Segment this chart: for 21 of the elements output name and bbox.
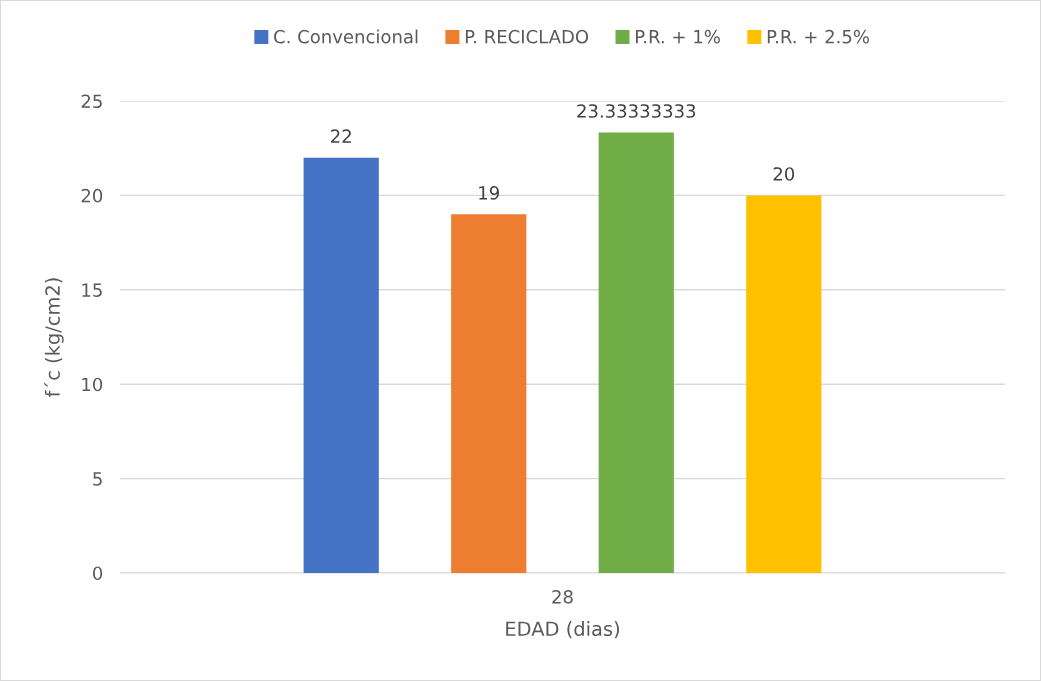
data-label: 20 [773,167,795,181]
y-tick-label: 20 [81,188,103,203]
data-label: 19 [479,186,499,200]
legend-label: C. Convencional [274,29,418,44]
y-axis-title: f´c (kg/cm2) [44,278,64,397]
x-tick-label: 28 [552,589,573,604]
data-label: 23.33333333 [577,104,696,118]
bar [451,214,527,573]
bar [598,132,674,573]
y-tick-label: 10 [82,377,103,392]
legend-label: P. RECICLADO [465,29,589,44]
y-tick-label: 0 [93,566,103,581]
y-tick-label: 5 [93,472,102,486]
bar [746,195,822,573]
legend-label: P.R. + 1% [636,29,720,44]
y-tick-label: 25 [81,94,102,109]
y-tick-label: 15 [82,283,102,297]
data-label: 22 [331,129,351,143]
x-axis-title: EDAD (dias) [506,621,619,639]
legend-label: P.R. + 2.5% [767,29,869,44]
bar [303,157,379,573]
